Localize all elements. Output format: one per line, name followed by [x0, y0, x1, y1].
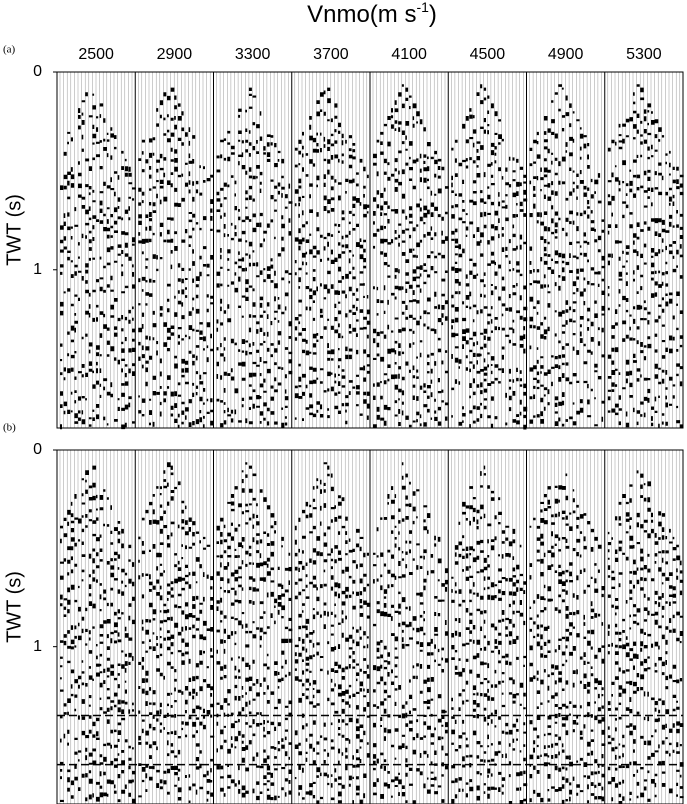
x-tick-label: 4500	[470, 46, 506, 63]
panel-label: (a)	[3, 44, 16, 56]
trace-blobs	[607, 84, 684, 428]
x-tick-label: 4100	[391, 46, 427, 63]
title-superscript: -1	[416, 0, 429, 15]
trace-blobs	[529, 84, 606, 427]
x-tick-label: 4900	[548, 46, 584, 63]
y-axis-label: TWT (s)	[3, 571, 25, 643]
y-tick-label: 0	[33, 63, 42, 80]
title-text: Vnmo(m s	[307, 1, 416, 28]
trace-blobs	[294, 462, 371, 804]
title-text: )	[429, 1, 437, 28]
trace-blobs	[529, 473, 606, 804]
trace-blobs	[60, 92, 136, 430]
panel-label: (b)	[3, 422, 16, 434]
trace-lines	[529, 72, 602, 428]
x-tick-label: 5300	[626, 46, 662, 63]
trace-blobs	[60, 465, 136, 804]
x-tick-label: 2500	[78, 46, 114, 63]
trace-blobs	[138, 462, 215, 803]
y-axis-label: TWT (s)	[3, 194, 25, 266]
trace-blobs	[451, 465, 528, 804]
figure-title: Vnmo(m s-1)	[307, 0, 437, 28]
trace-blobs	[216, 87, 293, 428]
y-tick-label: 1	[33, 638, 42, 655]
trace-blobs	[294, 87, 371, 425]
x-tick-label: 3300	[235, 46, 271, 63]
x-tick-label: 2900	[157, 46, 193, 63]
y-tick-label: 0	[33, 441, 42, 458]
y-tick-label: 1	[33, 261, 42, 278]
trace-blobs	[138, 87, 214, 429]
panel-frame	[56, 71, 684, 429]
trace-blobs	[373, 462, 449, 804]
trace-blobs	[373, 84, 449, 429]
panel-frame	[56, 449, 684, 804]
x-tick-label: 3700	[313, 46, 349, 63]
trace-blobs	[607, 470, 684, 804]
trace-blobs	[216, 462, 293, 801]
